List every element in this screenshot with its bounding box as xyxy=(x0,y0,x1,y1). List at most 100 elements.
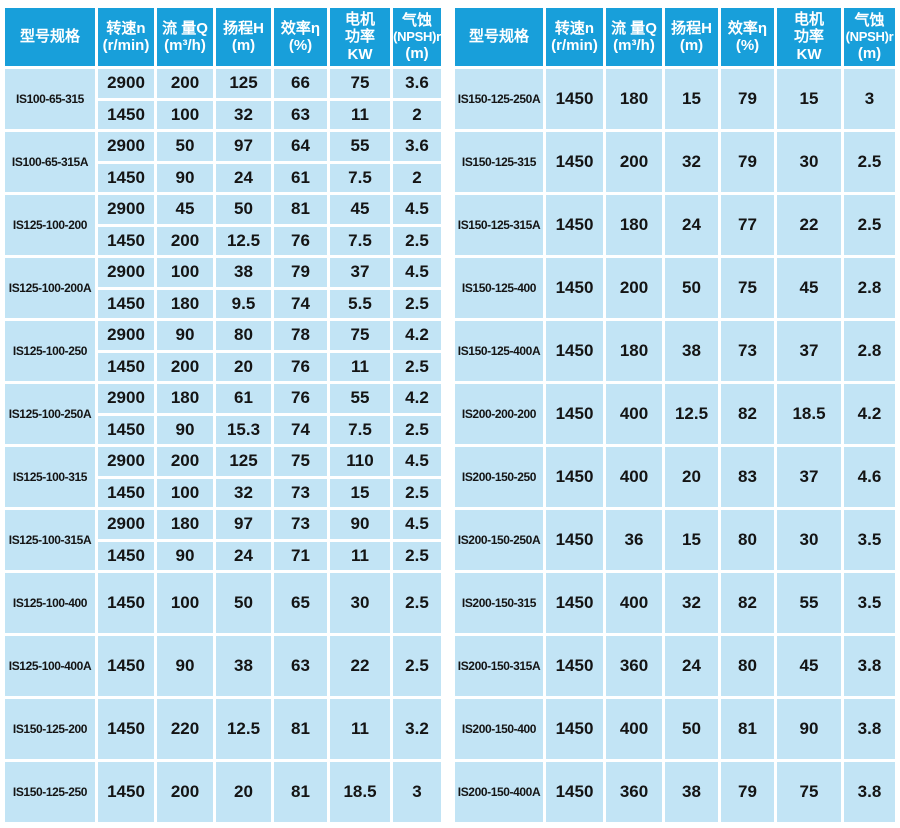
cell-speed: 1450 xyxy=(546,132,603,192)
cell-flow: 180 xyxy=(157,384,213,413)
model-cell: IS150-125-400A xyxy=(455,321,543,381)
cell-flow: 200 xyxy=(157,69,213,98)
model-cell: IS200-150-400A xyxy=(455,762,543,822)
cell-npsh: 3.6 xyxy=(393,69,441,98)
cell-power: 37 xyxy=(777,321,841,381)
cell-npsh: 2.5 xyxy=(393,478,441,507)
table-header-left: 型号规格 转速n (r/min) 流 量Q (m³/h) 扬程H (m) 效率η… xyxy=(5,8,441,66)
table-row: IS125-100-250A 2900 180 61 76 55 4.2 xyxy=(5,384,441,444)
col-header-head-unit: (m) xyxy=(679,37,704,54)
table-row: IS150-125-200 1450 220 12.5 81 11 3.2 xyxy=(5,699,441,759)
model-cell: IS200-150-315 xyxy=(455,573,543,633)
cell-efficiency: 79 xyxy=(274,258,327,287)
table-body-right: IS150-125-250A 1450 180 15 79 15 3 IS150-125-31… xyxy=(455,69,895,822)
col-header-flow: 流 量Q (m³/h) xyxy=(606,8,662,66)
cell-power: 45 xyxy=(330,195,390,224)
cell-npsh: 3.5 xyxy=(844,510,895,570)
cell-speed: 1450 xyxy=(98,762,154,822)
cell-npsh: 4.2 xyxy=(393,384,441,413)
cell-head: 50 xyxy=(665,258,718,318)
cell-flow: 400 xyxy=(606,384,662,444)
table-row: IS100-65-315 2900 200 125 66 75 3.6 xyxy=(5,69,441,129)
col-header-npsh-label: 气蚀 xyxy=(854,12,885,30)
cell-efficiency: 64 xyxy=(274,132,327,161)
cell-speed: 1450 xyxy=(98,352,154,381)
cell-flow: 400 xyxy=(606,573,662,633)
cell-flow: 180 xyxy=(157,289,213,318)
col-header-speed-unit: (r/min) xyxy=(551,37,598,54)
col-header-speed-label: 转速n xyxy=(554,19,595,37)
cell-efficiency: 73 xyxy=(721,321,774,381)
cell-flow: 100 xyxy=(157,573,213,633)
cell-head: 97 xyxy=(216,510,271,539)
cell-efficiency: 79 xyxy=(721,132,774,192)
cell-power: 18.5 xyxy=(777,384,841,444)
col-header-head-label: 扬程H xyxy=(671,19,712,37)
cell-speed: 1450 xyxy=(98,163,154,192)
col-header-speed-label: 转速n xyxy=(106,19,146,37)
cell-efficiency: 81 xyxy=(274,699,327,759)
cell-power: 5.5 xyxy=(330,289,390,318)
col-header-power-label2: 功率 xyxy=(344,28,375,46)
cell-speed: 1450 xyxy=(98,478,154,507)
col-header-efficiency: 效率η (%) xyxy=(721,8,774,66)
col-header-efficiency-label: 效率η xyxy=(280,19,321,37)
cell-power: 110 xyxy=(330,447,390,476)
cell-speed: 1450 xyxy=(98,636,154,696)
cell-npsh: 3.8 xyxy=(844,762,895,822)
cell-head: 15 xyxy=(665,69,718,129)
col-header-head-label: 扬程H xyxy=(223,19,264,37)
cell-efficiency: 74 xyxy=(274,289,327,318)
cell-flow: 100 xyxy=(157,478,213,507)
cell-speed: 1450 xyxy=(546,699,603,759)
cell-efficiency: 82 xyxy=(721,384,774,444)
model-cell: IS150-125-315A xyxy=(455,195,543,255)
pump-table-left: 型号规格 转速n (r/min) 流 量Q (m³/h) 扬程H (m) 效率η… xyxy=(2,5,444,825)
table-row: IS200-150-400A 1450 360 38 79 75 3.8 xyxy=(455,762,895,822)
cell-head: 38 xyxy=(216,636,271,696)
cell-power: 55 xyxy=(777,573,841,633)
cell-efficiency: 76 xyxy=(274,226,327,255)
cell-speed: 2900 xyxy=(98,258,154,287)
cell-power: 22 xyxy=(777,195,841,255)
cell-npsh: 2.5 xyxy=(393,573,441,633)
table-row: IS200-150-315 1450 400 32 82 55 3.5 xyxy=(455,573,895,633)
table-row: IS125-100-315 2900 200 125 75 110 4.5 xyxy=(5,447,441,507)
cell-flow: 180 xyxy=(606,321,662,381)
cell-efficiency: 75 xyxy=(721,258,774,318)
cell-npsh: 2.5 xyxy=(393,352,441,381)
col-header-model: 型号规格 xyxy=(5,8,95,66)
cell-efficiency: 66 xyxy=(274,69,327,98)
cell-efficiency: 81 xyxy=(274,195,327,224)
cell-flow: 200 xyxy=(606,132,662,192)
cell-power: 90 xyxy=(777,699,841,759)
col-header-model-label: 型号规格 xyxy=(468,28,529,46)
cell-power: 37 xyxy=(777,447,841,507)
cell-head: 15.3 xyxy=(216,415,271,444)
model-cell: IS150-125-315 xyxy=(455,132,543,192)
cell-efficiency: 63 xyxy=(274,100,327,129)
cell-power: 11 xyxy=(330,352,390,381)
cell-speed: 1450 xyxy=(98,573,154,633)
cell-head: 50 xyxy=(216,573,271,633)
cell-head: 80 xyxy=(216,321,271,350)
col-header-npsh-unit: (m) xyxy=(405,44,429,62)
cell-flow: 90 xyxy=(157,163,213,192)
table-row: IS125-100-200 2900 45 50 81 45 4.5 xyxy=(5,195,441,255)
cell-speed: 2900 xyxy=(98,132,154,161)
model-cell: IS125-100-400A xyxy=(5,636,95,696)
col-header-head: 扬程H (m) xyxy=(665,8,718,66)
cell-npsh: 2 xyxy=(393,163,441,192)
cell-flow: 360 xyxy=(606,762,662,822)
model-cell: IS125-100-200 xyxy=(5,195,95,255)
col-header-npsh-unit: (m) xyxy=(857,44,882,62)
col-header-flow-label: 流 量Q xyxy=(611,19,657,37)
cell-head: 24 xyxy=(216,541,271,570)
cell-npsh: 4.2 xyxy=(393,321,441,350)
col-header-speed-unit: (r/min) xyxy=(102,37,150,54)
cell-head: 38 xyxy=(665,762,718,822)
model-cell: IS150-125-400 xyxy=(455,258,543,318)
cell-flow: 180 xyxy=(606,69,662,129)
model-cell: IS200-150-400 xyxy=(455,699,543,759)
header-row: 型号规格 转速n (r/min) 流 量Q (m³/h) 扬程H (m) 效率η… xyxy=(455,8,895,66)
